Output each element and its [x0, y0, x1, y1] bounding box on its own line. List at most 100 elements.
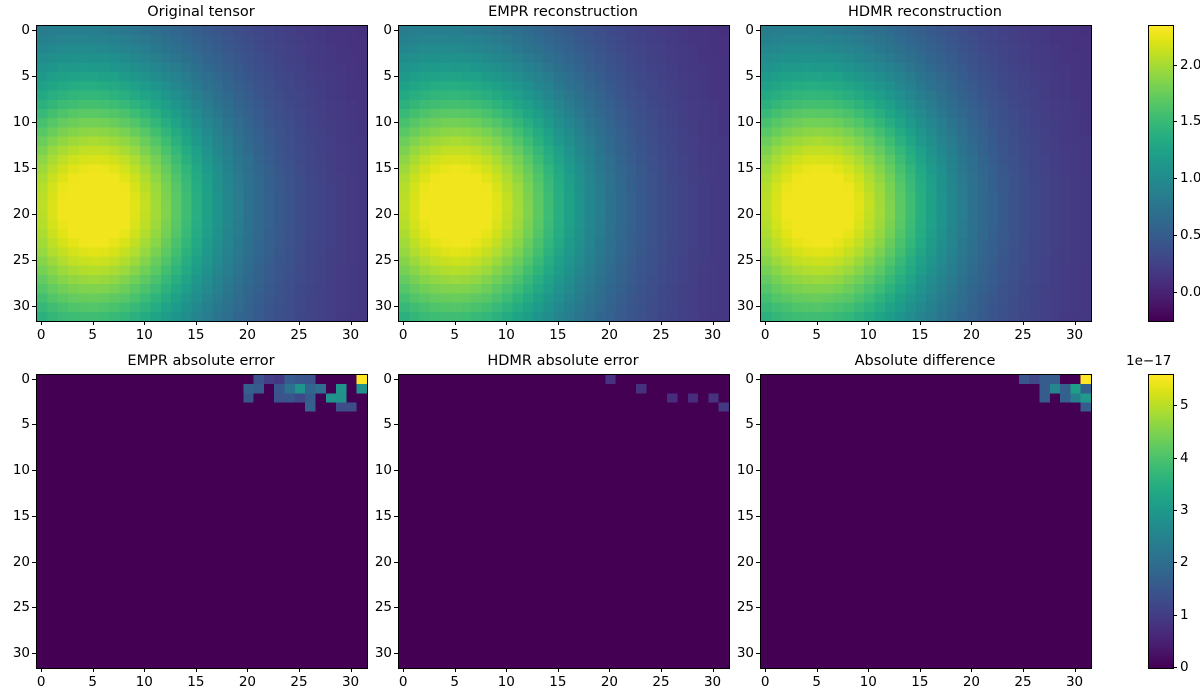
xtick-label-empr-reconstruction-0: 0 — [398, 327, 408, 343]
ytick-mark-empr-absolute-error-1 — [32, 424, 36, 425]
ytick-mark-original-tensor-2 — [32, 122, 36, 123]
colorbar-bar-bottom-colorbar[interactable] — [1148, 374, 1174, 669]
ytick-mark-absolute-difference-0 — [756, 379, 760, 380]
panel-title-original-tensor: Original tensor — [147, 4, 255, 20]
xtick-label-original-tensor-0: 0 — [36, 327, 46, 343]
ytick-mark-absolute-difference-1 — [756, 424, 760, 425]
xtick-label-hdmr-absolute-error-3: 15 — [549, 674, 567, 690]
xtick-label-absolute-difference-0: 0 — [760, 674, 770, 690]
ytick-mark-hdmr-reconstruction-3 — [756, 168, 760, 169]
ytick-mark-hdmr-reconstruction-4 — [756, 214, 760, 215]
heatmap-original-tensor[interactable] — [36, 25, 368, 322]
ytick-mark-original-tensor-3 — [32, 168, 36, 169]
ytick-mark-empr-reconstruction-2 — [394, 122, 398, 123]
xtick-label-empr-absolute-error-0: 0 — [36, 674, 46, 690]
ytick-mark-original-tensor-1 — [32, 76, 36, 77]
xtick-label-empr-absolute-error-4: 20 — [238, 674, 256, 690]
panel-title-hdmr-absolute-error: HDMR absolute error — [487, 353, 639, 369]
ytick-mark-original-tensor-4 — [32, 214, 36, 215]
xtick-label-hdmr-absolute-error-4: 20 — [600, 674, 618, 690]
xtick-label-empr-reconstruction-3: 15 — [549, 327, 567, 343]
ytick-label-original-tensor-4: 20 — [12, 205, 30, 222]
heatmap-canvas-hdmr-reconstruction — [761, 26, 1091, 321]
colorbar-tick-label-bottom-colorbar-0: 0 — [1180, 659, 1189, 675]
heatmap-absolute-difference[interactable] — [760, 374, 1092, 669]
heatmap-canvas-absolute-difference — [761, 375, 1091, 668]
ytick-mark-empr-absolute-error-6 — [32, 653, 36, 654]
ytick-label-empr-absolute-error-0: 0 — [21, 370, 30, 387]
panel-title-absolute-difference: Absolute difference — [854, 353, 996, 369]
colorbar-tick-label-top-colorbar-1: 0.5 — [1180, 226, 1200, 243]
xtick-label-original-tensor-1: 5 — [88, 327, 98, 343]
panel-title-hdmr-reconstruction: HDMR reconstruction — [848, 4, 1002, 20]
ytick-mark-empr-absolute-error-3 — [32, 516, 36, 517]
colorbar-tick-label-bottom-colorbar-3: 3 — [1180, 502, 1189, 519]
ytick-mark-empr-absolute-error-5 — [32, 607, 36, 608]
ytick-mark-empr-reconstruction-1 — [394, 76, 398, 77]
ytick-mark-empr-absolute-error-0 — [32, 379, 36, 380]
ytick-mark-absolute-difference-3 — [756, 516, 760, 517]
ytick-mark-hdmr-reconstruction-0 — [756, 30, 760, 31]
ytick-mark-empr-reconstruction-5 — [394, 260, 398, 261]
colorbar-tick-label-bottom-colorbar-5: 5 — [1180, 397, 1189, 414]
colorbar-offset-bottom-colorbar: 1e−17 — [1126, 353, 1172, 369]
xtick-label-empr-absolute-error-5: 25 — [290, 674, 308, 690]
heatmap-empr-reconstruction[interactable] — [398, 25, 730, 322]
colorbar-tick-label-top-colorbar-4: 2.0 — [1180, 56, 1200, 73]
colorbar-tick-label-bottom-colorbar-1: 1 — [1180, 606, 1189, 623]
heatmap-empr-absolute-error[interactable] — [36, 374, 368, 669]
ytick-mark-empr-absolute-error-2 — [32, 470, 36, 471]
colorbar-tick-label-bottom-colorbar-2: 2 — [1180, 554, 1189, 571]
heatmap-canvas-hdmr-absolute-error — [399, 375, 729, 668]
xtick-label-hdmr-absolute-error-5: 25 — [652, 674, 670, 690]
ytick-label-empr-absolute-error-3: 15 — [12, 507, 30, 524]
ytick-mark-hdmr-absolute-error-0 — [394, 379, 398, 380]
xtick-label-original-tensor-2: 10 — [135, 327, 153, 343]
colorbar-tick-label-top-colorbar-2: 1.0 — [1180, 170, 1200, 187]
ytick-mark-original-tensor-6 — [32, 306, 36, 307]
xtick-label-absolute-difference-5: 25 — [1014, 674, 1032, 690]
xtick-label-hdmr-reconstruction-5: 25 — [1014, 327, 1032, 343]
xtick-label-empr-absolute-error-1: 5 — [88, 674, 98, 690]
xtick-label-empr-reconstruction-1: 5 — [450, 327, 460, 343]
xtick-label-hdmr-reconstruction-1: 5 — [812, 327, 822, 343]
heatmap-hdmr-reconstruction[interactable] — [760, 25, 1092, 322]
ytick-mark-absolute-difference-2 — [756, 470, 760, 471]
colorbar-tick-label-bottom-colorbar-4: 4 — [1180, 449, 1189, 466]
xtick-label-original-tensor-3: 15 — [187, 327, 205, 343]
heatmap-hdmr-absolute-error[interactable] — [398, 374, 730, 669]
ytick-mark-absolute-difference-4 — [756, 562, 760, 563]
colorbar-bar-top-colorbar[interactable] — [1148, 25, 1174, 322]
ytick-mark-empr-absolute-error-4 — [32, 562, 36, 563]
ytick-mark-hdmr-reconstruction-5 — [756, 260, 760, 261]
xtick-label-hdmr-absolute-error-0: 0 — [398, 674, 408, 690]
xtick-label-empr-absolute-error-3: 15 — [187, 674, 205, 690]
ytick-mark-original-tensor-5 — [32, 260, 36, 261]
xtick-label-empr-reconstruction-5: 25 — [652, 327, 670, 343]
ytick-label-empr-absolute-error-5: 25 — [12, 599, 30, 616]
xtick-label-absolute-difference-4: 20 — [962, 674, 980, 690]
xtick-label-hdmr-absolute-error-2: 10 — [497, 674, 515, 690]
ytick-label-original-tensor-1: 5 — [21, 67, 30, 84]
heatmap-canvas-original-tensor — [37, 26, 367, 321]
heatmap-canvas-empr-absolute-error — [37, 375, 367, 668]
ytick-mark-hdmr-absolute-error-3 — [394, 516, 398, 517]
ytick-mark-hdmr-reconstruction-2 — [756, 122, 760, 123]
ytick-label-original-tensor-5: 25 — [12, 252, 30, 269]
xtick-label-hdmr-reconstruction-6: 30 — [1065, 327, 1084, 343]
ytick-label-empr-absolute-error-1: 5 — [21, 416, 30, 433]
ytick-label-original-tensor-0: 0 — [21, 21, 30, 38]
xtick-label-hdmr-reconstruction-0: 0 — [760, 327, 770, 343]
ytick-mark-hdmr-reconstruction-1 — [756, 76, 760, 77]
ytick-label-original-tensor-6: 30 — [12, 298, 30, 315]
colorbar-gradient-bottom-colorbar — [1149, 375, 1173, 668]
ytick-mark-hdmr-absolute-error-6 — [394, 653, 398, 654]
xtick-label-hdmr-reconstruction-2: 10 — [859, 327, 877, 343]
xtick-label-hdmr-absolute-error-6: 30 — [703, 674, 722, 690]
colorbar-tick-label-top-colorbar-0: 0.0 — [1180, 283, 1200, 300]
xtick-label-original-tensor-6: 30 — [341, 327, 360, 343]
